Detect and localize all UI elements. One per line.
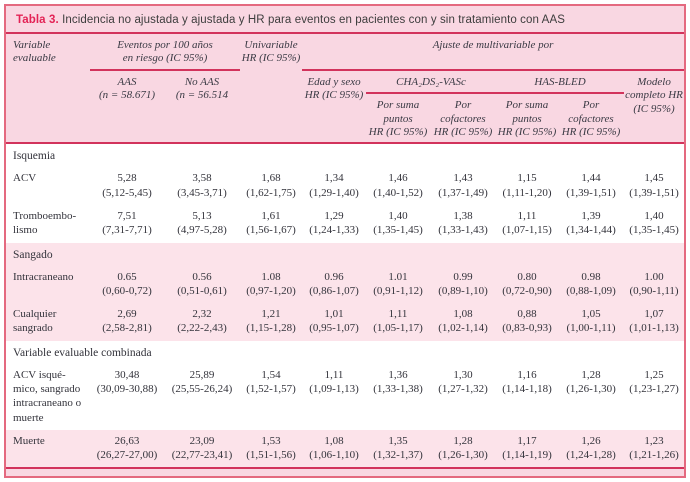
section-label: Isquemia bbox=[6, 143, 684, 168]
data-cell: 1,21 (1,15-1,28) bbox=[240, 303, 303, 341]
table-row-acv: ACV 5,28 (5,12-5,45) 3,58 (3,45-3,71) 1,… bbox=[6, 167, 684, 205]
data-cell: 1,36 (1,33-1,38) bbox=[366, 363, 431, 430]
data-cell: 1,53 (1,51-1,56) bbox=[240, 429, 303, 470]
data-cell: 23,09 (22,77-23,41) bbox=[164, 429, 241, 470]
data-cell: 1,11 (1,09-1,13) bbox=[302, 363, 367, 430]
data-cell: 1,38 (1,33-1,43) bbox=[430, 204, 497, 243]
column-header-chads-por-suma: Por suma puntos HR (IC 95%) bbox=[368, 99, 428, 139]
column-header-edad-sexo: Edad y sexo HR (IC 95%) bbox=[304, 75, 364, 102]
column-header-aas: AAS (n = 58.671) bbox=[99, 75, 155, 102]
column-header-hasbled-por-cofactores: Por cofactores HR (IC 95%) bbox=[561, 99, 621, 139]
data-cell: 1,28 (1,26-1,30) bbox=[430, 429, 497, 470]
data-cell: 1,11 (1,05-1,17) bbox=[366, 303, 431, 341]
column-header-eventos: Eventos por 100 años en riesgo (IC 95%) bbox=[90, 34, 241, 71]
data-cell: 1,61 (1,56-1,67) bbox=[240, 204, 303, 243]
data-cell: 1,17 (1,14-1,19) bbox=[496, 429, 559, 470]
data-cell: 30,48 (30,09-30,88) bbox=[90, 363, 164, 430]
data-cell: 1,68 (1,62-1,75) bbox=[240, 167, 303, 205]
section-row-sangado: Sangado bbox=[6, 242, 684, 266]
column-header-hasbled-por-suma: Por suma puntos HR (IC 95%) bbox=[497, 99, 557, 139]
data-cell: 0.96 (0,86-1,07) bbox=[302, 265, 367, 304]
row-label: ACV bbox=[6, 167, 90, 205]
data-cell: 1.08 (0,97-1,20) bbox=[240, 265, 303, 304]
data-cell: 1,08 (1,02-1,14) bbox=[430, 303, 497, 341]
data-cell: 1,16 (1,14-1,18) bbox=[496, 363, 559, 430]
data-cell: 1,43 (1,37-1,49) bbox=[430, 167, 497, 205]
data-cell: 2,69 (2,58-2,81) bbox=[90, 303, 164, 341]
table-frame: Tabla 3. Incidencia no ajustada y ajusta… bbox=[4, 4, 686, 478]
data-cell: 0.98 (0,88-1,09) bbox=[558, 265, 625, 304]
data-cell: 2,32 (2,22-2,43) bbox=[164, 303, 241, 341]
data-cell: 26,63 (26,27-27,00) bbox=[90, 429, 164, 470]
data-cell: 1,45 (1,39-1,51) bbox=[624, 167, 684, 205]
data-cell: 1,23 (1,21-1,26) bbox=[624, 429, 684, 470]
table-title-text: Incidencia no ajustada y ajustada y HR p… bbox=[58, 14, 565, 26]
section-label: Sangado bbox=[6, 242, 684, 266]
data-cell: 1.01 (0,91-1,12) bbox=[366, 265, 431, 304]
data-cell: 25,89 (25,55-26,24) bbox=[164, 363, 241, 430]
data-cell: 0.99 (0,89-1,10) bbox=[430, 265, 497, 304]
data-cell: 5,13 (4,97-5,28) bbox=[164, 204, 241, 243]
row-label: Intracraneano bbox=[6, 265, 90, 304]
data-cell: 1,05 (1,00-1,11) bbox=[558, 303, 625, 341]
data-cell: 0.80 (0,72-0,90) bbox=[496, 265, 559, 304]
column-header-chads-por-cofactores: Por cofactores HR (IC 95%) bbox=[433, 99, 493, 139]
data-cell: 1,35 (1,32-1,37) bbox=[366, 429, 431, 470]
row-label: Tromboembo- lismo bbox=[6, 204, 90, 243]
data-cell: 1,39 (1,34-1,44) bbox=[558, 204, 625, 243]
data-cell: 1,29 (1,24-1,33) bbox=[302, 204, 367, 243]
table-row-acv-isquemico-combinado: ACV isqué- mico, sangrado intracraneano … bbox=[6, 363, 684, 430]
column-header-no-aas: No AAS (n = 56.514 bbox=[175, 75, 229, 102]
data-cell: 1,26 (1,24-1,28) bbox=[558, 429, 625, 470]
column-header-ajuste-multivariable: Ajuste de multivariable por bbox=[302, 34, 684, 71]
data-cell: 1,08 (1,06-1,10) bbox=[302, 429, 367, 470]
table-number-label: Tabla 3. bbox=[16, 14, 59, 26]
column-header-has-bled: HAS-BLED bbox=[496, 69, 625, 95]
row-label: Cualquier sangrado bbox=[6, 303, 90, 341]
data-cell: 1,30 (1,27-1,32) bbox=[430, 363, 497, 430]
data-cell: 1,01 (0,95-1,07) bbox=[302, 303, 367, 341]
column-header-univariable: Univariable HR (IC 95%) bbox=[241, 39, 301, 65]
table-row-intracraneano: Intracraneano 0.65 (0,60-0,72) 0.56 (0,5… bbox=[6, 265, 684, 304]
data-cell: 7,51 (7,31-7,71) bbox=[90, 204, 164, 243]
header-row-groups: Variable evaluable Eventos por 100 años … bbox=[6, 34, 684, 71]
data-cell: 0.56 (0,51-0,61) bbox=[164, 265, 241, 304]
column-header-chads-vasc: CHA₂DS₂-VASc bbox=[366, 69, 497, 95]
table-row-muerte: Muerte 26,63 (26,27-27,00) 23,09 (22,77-… bbox=[6, 429, 684, 470]
data-cell: 0,88 (0,83-0,93) bbox=[496, 303, 559, 341]
data-cell: 1,34 (1,29-1,40) bbox=[302, 167, 367, 205]
data-table: Variable evaluable Eventos por 100 años … bbox=[6, 34, 684, 470]
column-header-modelo-completo: Modelo completo HR (IC 95%) bbox=[625, 75, 683, 115]
data-cell: 1,40 (1,35-1,45) bbox=[366, 204, 431, 243]
header-row-subgroups: AAS (n = 58.671) No AAS (n = 56.514 Edad… bbox=[6, 69, 684, 115]
table-body: Isquemia ACV 5,28 (5,12-5,45) 3,58 (3,45… bbox=[6, 143, 684, 470]
data-cell: 1,46 (1,40-1,52) bbox=[366, 167, 431, 205]
data-cell: 1,25 (1,23-1,27) bbox=[624, 363, 684, 430]
header-row-measures: Por suma puntos HR (IC 95%) Por cofactor… bbox=[6, 93, 684, 143]
data-cell: 0.65 (0,60-0,72) bbox=[90, 265, 164, 304]
column-header-variable: Variable evaluable bbox=[13, 39, 56, 65]
data-cell: 5,28 (5,12-5,45) bbox=[90, 167, 164, 205]
row-label: Muerte bbox=[6, 429, 90, 470]
row-label: ACV isqué- mico, sangrado intracraneano … bbox=[6, 363, 90, 430]
data-cell: 3,58 (3,45-3,71) bbox=[164, 167, 241, 205]
data-cell: 1,07 (1,01-1,13) bbox=[624, 303, 684, 341]
data-cell: 1,11 (1,07-1,15) bbox=[496, 204, 559, 243]
data-cell: 1,54 (1,52-1,57) bbox=[240, 363, 303, 430]
section-row-isquemia: Isquemia bbox=[6, 143, 684, 168]
table-row-cualquier-sangrado: Cualquier sangrado 2,69 (2,58-2,81) 2,32… bbox=[6, 303, 684, 341]
data-cell: 1.00 (0,90-1,11) bbox=[624, 265, 684, 304]
data-cell: 1,40 (1,35-1,45) bbox=[624, 204, 684, 243]
table-header: Variable evaluable Eventos por 100 años … bbox=[6, 34, 684, 144]
data-cell: 1,28 (1,26-1,30) bbox=[558, 363, 625, 430]
data-cell: 1,44 (1,39-1,51) bbox=[558, 167, 625, 205]
section-label: Variable evaluable combinada bbox=[6, 340, 684, 364]
section-row-variable-combinada: Variable evaluable combinada bbox=[6, 340, 684, 364]
data-cell: 1,15 (1,11-1,20) bbox=[496, 167, 559, 205]
table-row-tromboembolismo: Tromboembo- lismo 7,51 (7,31-7,71) 5,13 … bbox=[6, 204, 684, 243]
table-title: Tabla 3. Incidencia no ajustada y ajusta… bbox=[6, 6, 684, 34]
